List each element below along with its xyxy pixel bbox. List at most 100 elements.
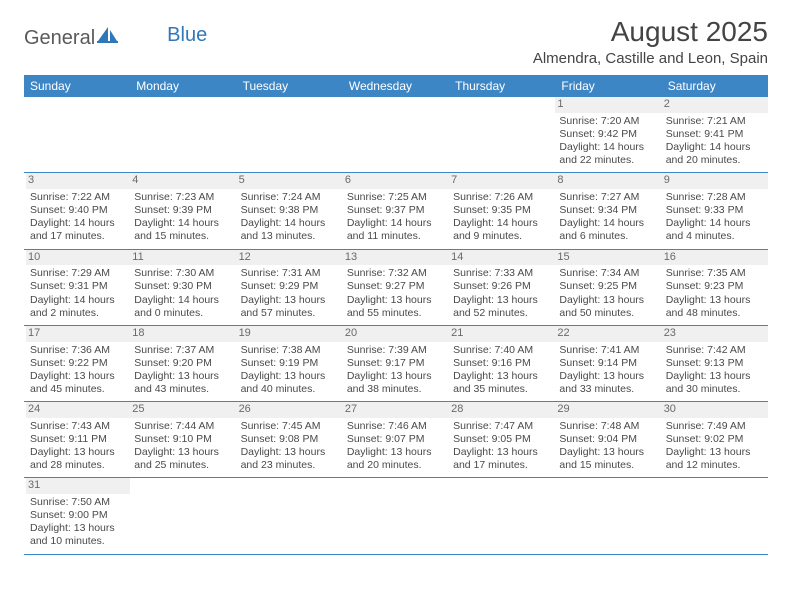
day-info: Sunrise: 7:23 AMSunset: 9:39 PMDaylight:… bbox=[134, 191, 232, 244]
day-number: 28 bbox=[449, 402, 555, 418]
day-info: Sunrise: 7:30 AMSunset: 9:30 PMDaylight:… bbox=[134, 267, 232, 320]
col-friday: Friday bbox=[555, 75, 661, 97]
day-cell: 7 Sunrise: 7:26 AMSunset: 9:35 PMDaylight… bbox=[449, 173, 555, 249]
day-info: Sunrise: 7:49 AMSunset: 9:02 PMDaylight:… bbox=[666, 420, 764, 473]
location: Almendra, Castille and Leon, Spain bbox=[533, 50, 768, 67]
day-cell: 25Sunrise: 7:44 AMSunset: 9:10 PMDayligh… bbox=[130, 402, 236, 478]
day-info: Sunrise: 7:33 AMSunset: 9:26 PMDaylight:… bbox=[453, 267, 551, 320]
day-info: Sunrise: 7:35 AMSunset: 9:23 PMDaylight:… bbox=[666, 267, 764, 320]
day-info: Sunrise: 7:40 AMSunset: 9:16 PMDaylight:… bbox=[453, 344, 551, 397]
day-info: Sunrise: 7:38 AMSunset: 9:19 PMDaylight:… bbox=[241, 344, 339, 397]
day-number: 26 bbox=[237, 402, 343, 418]
day-cell: 31 Sunrise: 7:50 AMSunset: 9:00 PMDayligh… bbox=[24, 478, 130, 554]
table-row: 31 Sunrise: 7:50 AMSunset: 9:00 PMDayligh… bbox=[24, 478, 768, 554]
day-cell bbox=[555, 478, 661, 554]
col-thursday: Thursday bbox=[449, 75, 555, 97]
table-row: 1Sunrise: 7:20 AMSunset: 9:42 PMDaylight… bbox=[24, 97, 768, 173]
col-monday: Monday bbox=[130, 75, 236, 97]
day-number: 10 bbox=[26, 250, 130, 266]
day-info: Sunrise: 7:28 AMSunset: 9:33 PMDaylight:… bbox=[666, 191, 764, 244]
day-cell bbox=[343, 97, 449, 173]
day-number: 11 bbox=[130, 250, 236, 266]
day-info: Sunrise: 7:43 AMSunset: 9:11 PMDaylight:… bbox=[30, 420, 126, 473]
day-info: Sunrise: 7:34 AMSunset: 9:25 PMDaylight:… bbox=[559, 267, 657, 320]
day-cell: 1Sunrise: 7:20 AMSunset: 9:42 PMDaylight… bbox=[555, 97, 661, 173]
day-number: 17 bbox=[26, 326, 130, 342]
title-block: August 2025 Almendra, Castille and Leon,… bbox=[533, 16, 768, 67]
day-number: 3 bbox=[26, 173, 130, 189]
day-cell: 8 Sunrise: 7:27 AMSunset: 9:34 PMDaylight… bbox=[555, 173, 661, 249]
day-cell: 28Sunrise: 7:47 AMSunset: 9:05 PMDayligh… bbox=[449, 402, 555, 478]
day-info: Sunrise: 7:46 AMSunset: 9:07 PMDaylight:… bbox=[347, 420, 445, 473]
day-cell: 2 Sunrise: 7:21 AMSunset: 9:41 PMDaylight… bbox=[662, 97, 768, 173]
day-info: Sunrise: 7:48 AMSunset: 9:04 PMDaylight:… bbox=[559, 420, 657, 473]
day-number: 30 bbox=[662, 402, 768, 418]
day-number: 5 bbox=[237, 173, 343, 189]
day-info: Sunrise: 7:36 AMSunset: 9:22 PMDaylight:… bbox=[30, 344, 126, 397]
table-row: 24 Sunrise: 7:43 AMSunset: 9:11 PMDayligh… bbox=[24, 402, 768, 478]
day-number: 18 bbox=[130, 326, 236, 342]
day-info: Sunrise: 7:31 AMSunset: 9:29 PMDaylight:… bbox=[241, 267, 339, 320]
header-row: Sunday Monday Tuesday Wednesday Thursday… bbox=[24, 75, 768, 97]
day-cell: 26 Sunrise: 7:45 AMSunset: 9:08 PMDayligh… bbox=[237, 402, 343, 478]
day-info: Sunrise: 7:29 AMSunset: 9:31 PMDaylight:… bbox=[30, 267, 126, 320]
table-row: 3Sunrise: 7:22 AMSunset: 9:40 PMDaylight… bbox=[24, 173, 768, 249]
day-info: Sunrise: 7:24 AMSunset: 9:38 PMDaylight:… bbox=[241, 191, 339, 244]
day-cell: 18Sunrise: 7:37 AMSunset: 9:20 PMDayligh… bbox=[130, 325, 236, 401]
day-cell: 23Sunrise: 7:42 AMSunset: 9:13 PMDayligh… bbox=[662, 325, 768, 401]
day-number: 4 bbox=[130, 173, 236, 189]
col-wednesday: Wednesday bbox=[343, 75, 449, 97]
day-cell: 16Sunrise: 7:35 AMSunset: 9:23 PMDayligh… bbox=[662, 249, 768, 325]
day-number: 23 bbox=[662, 326, 768, 342]
col-sunday: Sunday bbox=[24, 75, 130, 97]
day-number: 7 bbox=[449, 173, 555, 189]
day-cell: 22 Sunrise: 7:41 AMSunset: 9:14 PMDayligh… bbox=[555, 325, 661, 401]
day-cell: 17 Sunrise: 7:36 AMSunset: 9:22 PMDayligh… bbox=[24, 325, 130, 401]
day-number: 16 bbox=[662, 250, 768, 266]
day-info: Sunrise: 7:26 AMSunset: 9:35 PMDaylight:… bbox=[453, 191, 551, 244]
day-info: Sunrise: 7:20 AMSunset: 9:42 PMDaylight:… bbox=[559, 115, 657, 168]
day-number: 13 bbox=[343, 250, 449, 266]
day-number: 14 bbox=[449, 250, 555, 266]
header: General Blue August 2025 Almendra, Casti… bbox=[24, 16, 768, 67]
day-cell: 24 Sunrise: 7:43 AMSunset: 9:11 PMDayligh… bbox=[24, 402, 130, 478]
day-info: Sunrise: 7:41 AMSunset: 9:14 PMDaylight:… bbox=[559, 344, 657, 397]
logo-text-blue: Blue bbox=[119, 24, 207, 47]
sail-icon bbox=[97, 26, 119, 50]
day-cell: 30 Sunrise: 7:49 AMSunset: 9:02 PMDayligh… bbox=[662, 402, 768, 478]
day-info: Sunrise: 7:50 AMSunset: 9:00 PMDaylight:… bbox=[30, 496, 126, 549]
day-info: Sunrise: 7:44 AMSunset: 9:10 PMDaylight:… bbox=[134, 420, 232, 473]
day-cell bbox=[237, 97, 343, 173]
day-cell: 29 Sunrise: 7:48 AMSunset: 9:04 PMDayligh… bbox=[555, 402, 661, 478]
day-cell: 5 Sunrise: 7:24 AMSunset: 9:38 PMDaylight… bbox=[237, 173, 343, 249]
col-saturday: Saturday bbox=[662, 75, 768, 97]
day-cell: 11Sunrise: 7:30 AMSunset: 9:30 PMDayligh… bbox=[130, 249, 236, 325]
day-cell bbox=[449, 478, 555, 554]
day-info: Sunrise: 7:27 AMSunset: 9:34 PMDaylight:… bbox=[559, 191, 657, 244]
day-cell bbox=[343, 478, 449, 554]
day-number: 2 bbox=[662, 97, 768, 113]
day-cell: 19 Sunrise: 7:38 AMSunset: 9:19 PMDayligh… bbox=[237, 325, 343, 401]
day-number: 19 bbox=[237, 326, 343, 342]
day-info: Sunrise: 7:39 AMSunset: 9:17 PMDaylight:… bbox=[347, 344, 445, 397]
day-number: 24 bbox=[26, 402, 130, 418]
day-number: 31 bbox=[26, 478, 130, 494]
day-cell bbox=[237, 478, 343, 554]
day-cell bbox=[130, 97, 236, 173]
day-number: 29 bbox=[555, 402, 661, 418]
day-cell: 13Sunrise: 7:32 AMSunset: 9:27 PMDayligh… bbox=[343, 249, 449, 325]
day-cell: 4 Sunrise: 7:23 AMSunset: 9:39 PMDaylight… bbox=[130, 173, 236, 249]
day-number: 22 bbox=[555, 326, 661, 342]
day-number: 21 bbox=[449, 326, 555, 342]
day-cell: 20Sunrise: 7:39 AMSunset: 9:17 PMDayligh… bbox=[343, 325, 449, 401]
day-cell: 3Sunrise: 7:22 AMSunset: 9:40 PMDaylight… bbox=[24, 173, 130, 249]
day-cell bbox=[662, 478, 768, 554]
day-info: Sunrise: 7:32 AMSunset: 9:27 PMDaylight:… bbox=[347, 267, 445, 320]
day-info: Sunrise: 7:21 AMSunset: 9:41 PMDaylight:… bbox=[666, 115, 764, 168]
day-info: Sunrise: 7:45 AMSunset: 9:08 PMDaylight:… bbox=[241, 420, 339, 473]
day-number: 12 bbox=[237, 250, 343, 266]
day-cell: 6Sunrise: 7:25 AMSunset: 9:37 PMDaylight… bbox=[343, 173, 449, 249]
day-number: 27 bbox=[343, 402, 449, 418]
day-cell: 15Sunrise: 7:34 AMSunset: 9:25 PMDayligh… bbox=[555, 249, 661, 325]
day-number: 8 bbox=[555, 173, 661, 189]
